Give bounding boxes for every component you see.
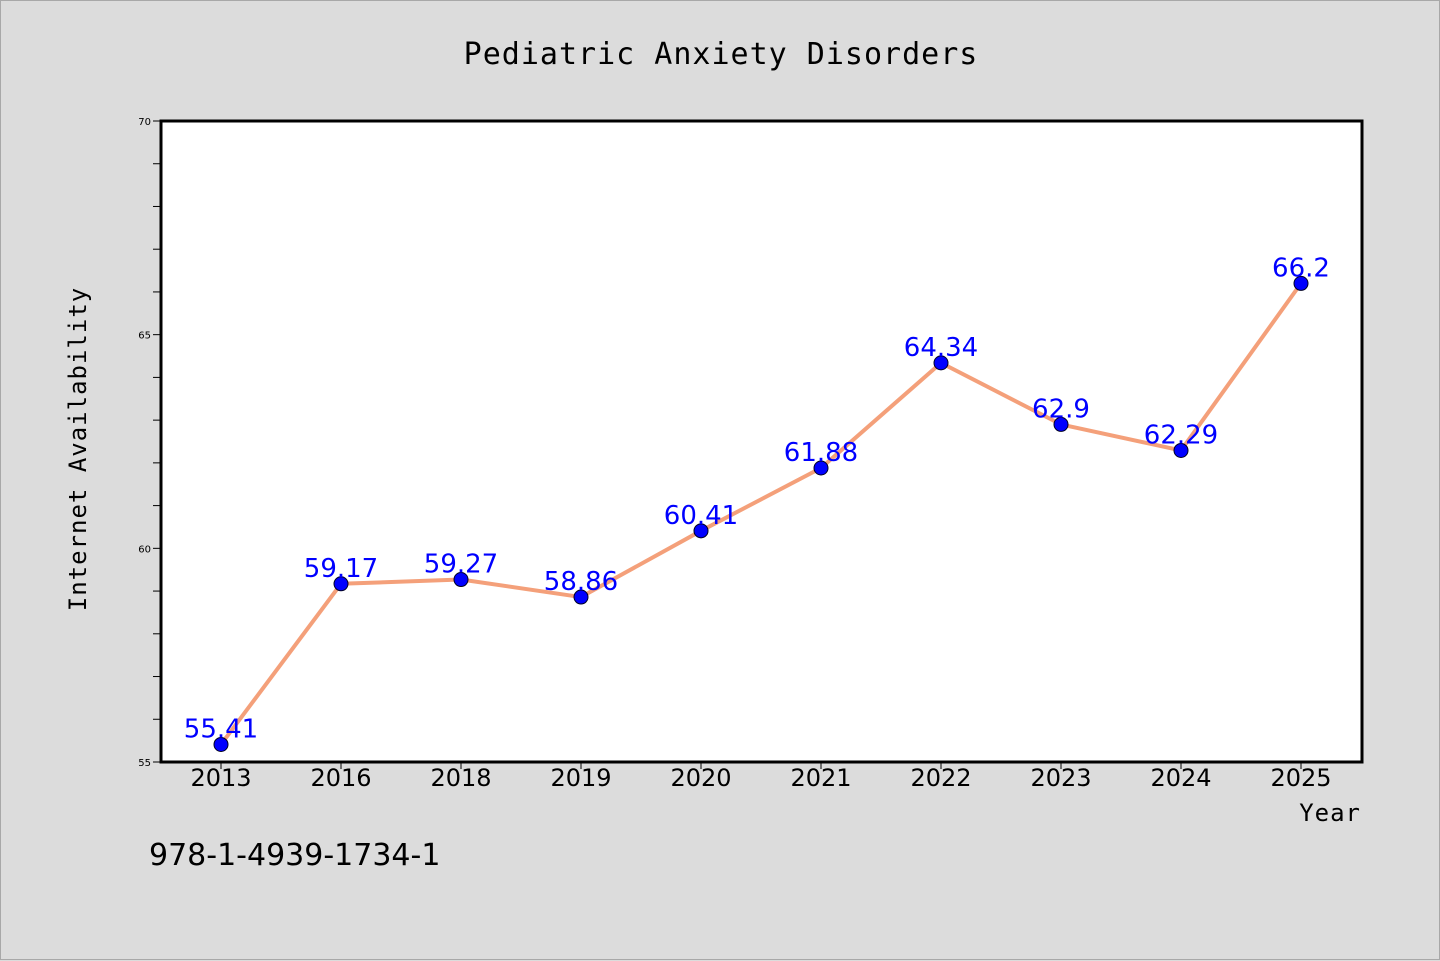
y-tick-label: 65 bbox=[138, 331, 151, 342]
data-label: 59.17 bbox=[304, 554, 378, 584]
data-label: 62.9 bbox=[1032, 394, 1090, 424]
data-point bbox=[933, 355, 949, 371]
data-point bbox=[813, 460, 829, 476]
data-point bbox=[693, 523, 709, 539]
y-tick-label: 60 bbox=[138, 544, 151, 555]
data-point bbox=[1173, 442, 1189, 458]
data-label: 60.41 bbox=[664, 501, 738, 531]
y-axis: 55 60 65 70 bbox=[138, 117, 161, 769]
x-tick-label: 2022 bbox=[910, 764, 971, 792]
data-label: 61.88 bbox=[784, 438, 858, 468]
data-point bbox=[453, 572, 469, 588]
data-label: 62.29 bbox=[1144, 420, 1218, 450]
series-layer bbox=[213, 275, 1309, 752]
x-axis-title: Year bbox=[1299, 799, 1361, 827]
data-label-layer: 55.41 59.17 59.27 58.86 60.41 61.88 64.34 62.9 6… bbox=[184, 253, 1330, 744]
series-line bbox=[219, 282, 1303, 746]
x-tick-label: 2016 bbox=[310, 764, 371, 792]
x-tick-label: 2025 bbox=[1270, 764, 1331, 792]
x-tick-label: 2013 bbox=[190, 764, 251, 792]
y-tick-label: 70 bbox=[138, 117, 151, 128]
x-tick-label: 2018 bbox=[430, 764, 491, 792]
y-axis-title: Internet Availability bbox=[64, 287, 92, 611]
x-tick-label: 2023 bbox=[1030, 764, 1091, 792]
data-point bbox=[1293, 275, 1309, 291]
data-label: 58.86 bbox=[544, 567, 618, 597]
x-tick-label: 2019 bbox=[550, 764, 611, 792]
plot-area bbox=[159, 119, 1364, 764]
data-label: 64.34 bbox=[904, 333, 978, 363]
data-point bbox=[333, 576, 349, 592]
x-axis: 2013 2016 2018 2019 2020 2021 2022 2023 2024 2025 bbox=[190, 762, 1332, 792]
data-point bbox=[1053, 416, 1069, 432]
chart-title: Pediatric Anxiety Disorders bbox=[464, 37, 979, 72]
x-tick-label: 2024 bbox=[1150, 764, 1211, 792]
data-label: 66.2 bbox=[1272, 253, 1330, 283]
y-tick-label: 55 bbox=[138, 758, 151, 769]
x-tick-label: 2020 bbox=[670, 764, 731, 792]
data-label: 55.41 bbox=[184, 714, 258, 744]
x-tick-label: 2021 bbox=[790, 764, 851, 792]
data-point bbox=[213, 736, 229, 752]
data-label: 59.27 bbox=[424, 550, 498, 580]
data-point bbox=[573, 589, 589, 605]
footer-isbn: 978-1-4939-1734-1 bbox=[149, 838, 440, 873]
